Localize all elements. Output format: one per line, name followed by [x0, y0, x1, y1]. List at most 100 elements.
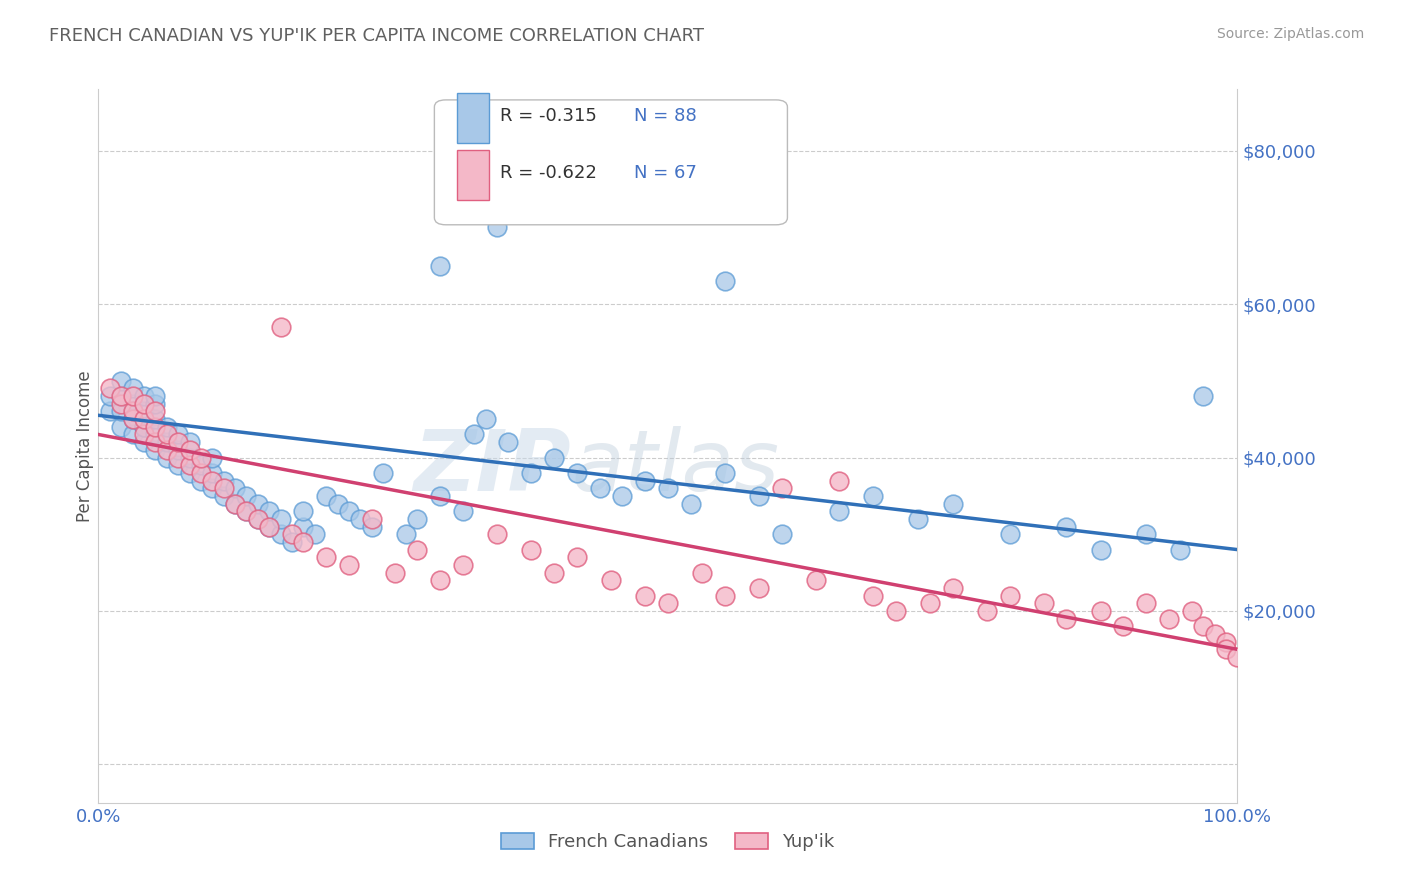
Point — [600, 574, 623, 588]
Point — [976, 604, 998, 618]
Point — [179, 466, 201, 480]
Point — [224, 481, 246, 495]
Point — [259, 504, 281, 518]
Point — [167, 427, 190, 442]
Point — [190, 458, 212, 473]
Point — [201, 450, 224, 465]
Point — [349, 512, 371, 526]
Point — [1054, 519, 1078, 533]
Point — [132, 419, 155, 434]
Point — [98, 389, 121, 403]
Point — [543, 566, 565, 580]
Point — [145, 435, 167, 450]
Point — [110, 419, 132, 434]
Point — [998, 589, 1021, 603]
Point — [406, 512, 429, 526]
Point — [828, 504, 851, 518]
Point — [145, 412, 167, 426]
Point — [1204, 627, 1226, 641]
Y-axis label: Per Capita Income: Per Capita Income — [76, 370, 94, 522]
Point — [1215, 642, 1237, 657]
Point — [918, 596, 941, 610]
Point — [246, 512, 269, 526]
Point — [770, 527, 793, 541]
Point — [565, 466, 588, 480]
Point — [246, 512, 269, 526]
Point — [121, 404, 143, 418]
Point — [748, 489, 770, 503]
Point — [884, 604, 907, 618]
Point — [406, 542, 429, 557]
Point — [156, 419, 179, 434]
Point — [1226, 650, 1249, 665]
Point — [201, 481, 224, 495]
Point — [246, 497, 269, 511]
Point — [486, 527, 509, 541]
Point — [337, 558, 360, 572]
Point — [907, 512, 929, 526]
Point — [337, 504, 360, 518]
Point — [451, 558, 474, 572]
Point — [634, 474, 657, 488]
Point — [132, 404, 155, 418]
Point — [121, 397, 143, 411]
Point — [1135, 596, 1157, 610]
Point — [1157, 612, 1180, 626]
Point — [132, 435, 155, 450]
Point — [828, 474, 851, 488]
Point — [1054, 612, 1078, 626]
Point — [1112, 619, 1135, 633]
Point — [1215, 634, 1237, 648]
Point — [121, 412, 143, 426]
Point — [714, 466, 737, 480]
Point — [145, 389, 167, 403]
Point — [201, 466, 224, 480]
Point — [543, 450, 565, 465]
Point — [121, 427, 143, 442]
Point — [998, 527, 1021, 541]
Point — [121, 389, 143, 403]
Point — [1170, 542, 1192, 557]
Point — [862, 489, 884, 503]
Point — [110, 389, 132, 403]
Point — [657, 481, 679, 495]
Point — [121, 404, 143, 418]
Point — [259, 519, 281, 533]
Point — [270, 512, 292, 526]
Point — [190, 450, 212, 465]
Point — [804, 574, 827, 588]
Legend: French Canadians, Yup'ik: French Canadians, Yup'ik — [494, 825, 842, 858]
Point — [315, 489, 337, 503]
Point — [167, 442, 190, 457]
FancyBboxPatch shape — [457, 150, 489, 200]
Point — [360, 519, 382, 533]
Point — [474, 412, 496, 426]
Point — [862, 589, 884, 603]
Point — [679, 497, 702, 511]
Point — [714, 589, 737, 603]
Point — [463, 427, 485, 442]
Point — [714, 274, 737, 288]
Point — [748, 581, 770, 595]
Point — [121, 381, 143, 395]
Point — [384, 566, 406, 580]
Point — [395, 527, 418, 541]
Point — [486, 220, 509, 235]
Point — [156, 442, 179, 457]
Point — [429, 574, 451, 588]
Point — [132, 419, 155, 434]
Point — [770, 481, 793, 495]
Point — [429, 489, 451, 503]
Point — [371, 466, 394, 480]
Point — [167, 458, 190, 473]
Point — [612, 489, 634, 503]
Point — [690, 566, 713, 580]
Point — [451, 504, 474, 518]
Point — [156, 450, 179, 465]
Point — [145, 442, 167, 457]
Point — [292, 519, 315, 533]
Point — [235, 504, 257, 518]
Point — [1032, 596, 1054, 610]
Point — [190, 466, 212, 480]
Point — [110, 397, 132, 411]
